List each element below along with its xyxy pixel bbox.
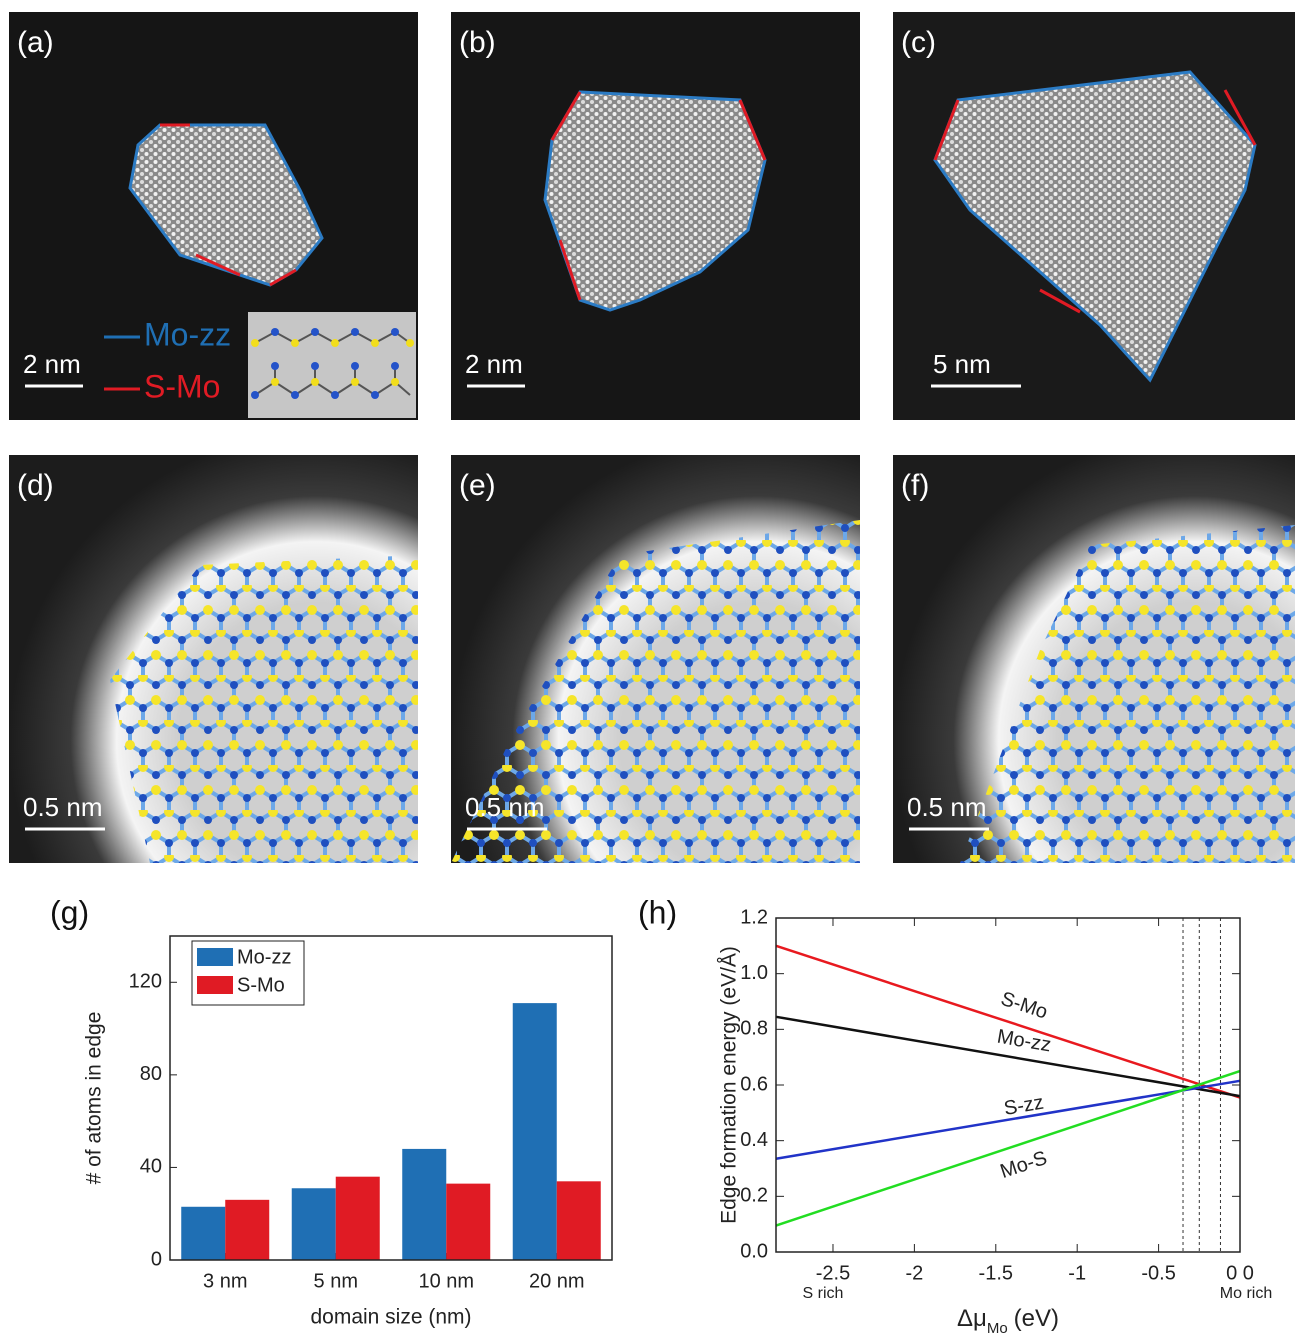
scale-bar-label: 5 nm	[933, 349, 991, 379]
panel-label: (f)	[901, 469, 929, 502]
y-tick-label: 0.6	[740, 1073, 768, 1095]
x-tick-label: 5 nm	[314, 1270, 358, 1292]
x-tick-label: 20 nm	[529, 1270, 585, 1292]
y-tick-label: 0.4	[740, 1129, 768, 1151]
scale-bar-label: 0.5 nm	[907, 792, 987, 822]
x-tick-label: -1.5	[979, 1262, 1013, 1284]
bar	[292, 1188, 336, 1260]
x-tick-label: 3 nm	[203, 1270, 247, 1292]
panel-label: (e)	[459, 469, 496, 502]
legend-swatch	[197, 976, 233, 994]
x-axis-label: ΔμMo (eV)	[957, 1305, 1059, 1337]
panel-label: (b)	[459, 26, 496, 59]
panel-label: (g)	[50, 894, 89, 930]
scale-bar-label: 2 nm	[465, 349, 523, 379]
stem-images	[9, 12, 1295, 863]
x-tick-label: -0.5	[1141, 1262, 1175, 1284]
bar	[402, 1149, 446, 1260]
x-tick-label: -1	[1068, 1262, 1086, 1284]
y-tick-label: 1.0	[740, 962, 768, 984]
edge-legend-label: Mo-zz	[144, 316, 231, 352]
legend-label: Mo-zz	[237, 946, 291, 968]
bar	[446, 1184, 490, 1260]
x-tick-label: -2.5	[816, 1262, 850, 1284]
y-tick-label: 80	[140, 1063, 162, 1085]
bar	[336, 1177, 380, 1260]
panel-label: (d)	[17, 469, 54, 502]
y-tick-label: 0.0	[740, 1240, 768, 1262]
line-label: Mo-S	[998, 1147, 1050, 1183]
bar	[225, 1200, 269, 1260]
bar	[513, 1003, 557, 1260]
y-axis-label: # of atoms in edge	[83, 1012, 106, 1185]
y-tick-label: 0.2	[740, 1185, 768, 1207]
annotation: S rich	[803, 1285, 844, 1302]
panel-label: (h)	[638, 894, 677, 930]
figure: (a) 2 nm (b) 2 nm (c) 5 nm (d) 0.5 nm (e) 0.5 nm (…	[0, 0, 1295, 1338]
y-tick-label: 0	[151, 1248, 162, 1270]
y-tick-label: 0.8	[740, 1018, 768, 1040]
x-tick-label: 10 nm	[418, 1270, 474, 1292]
edge-legend-label: S-Mo	[144, 368, 220, 404]
x-axis-label-symbol: Δμ	[957, 1305, 987, 1332]
legend-swatch	[197, 948, 233, 966]
x-axis-label-unit: (eV)	[1014, 1305, 1059, 1332]
y-tick-label: 40	[140, 1156, 162, 1178]
scale-bar-label: 0.5 nm	[23, 792, 103, 822]
y-axis-label: Edge formation energy (eV/Å)	[718, 946, 741, 1224]
annotation: Mo rich	[1220, 1285, 1272, 1302]
legend-label: S-Mo	[237, 974, 285, 996]
x-axis-label: domain size (nm)	[310, 1306, 471, 1329]
line	[776, 946, 1240, 1098]
x-axis-label-subscript: Mo	[987, 1320, 1008, 1337]
y-tick-label: 120	[129, 971, 162, 993]
x-tick-label: 0 0	[1226, 1262, 1254, 1284]
panel-label: (a)	[17, 26, 54, 59]
panel-label: (c)	[901, 26, 936, 59]
scale-bar-label: 0.5 nm	[465, 792, 545, 822]
line-label: S-Mo	[998, 988, 1050, 1024]
scale-bar-label: 2 nm	[23, 349, 81, 379]
x-tick-label: -2	[905, 1262, 923, 1284]
y-tick-label: 1.2	[740, 906, 768, 928]
line-label: Mo-zz	[995, 1026, 1052, 1057]
bar	[557, 1181, 601, 1260]
bar	[181, 1207, 225, 1260]
